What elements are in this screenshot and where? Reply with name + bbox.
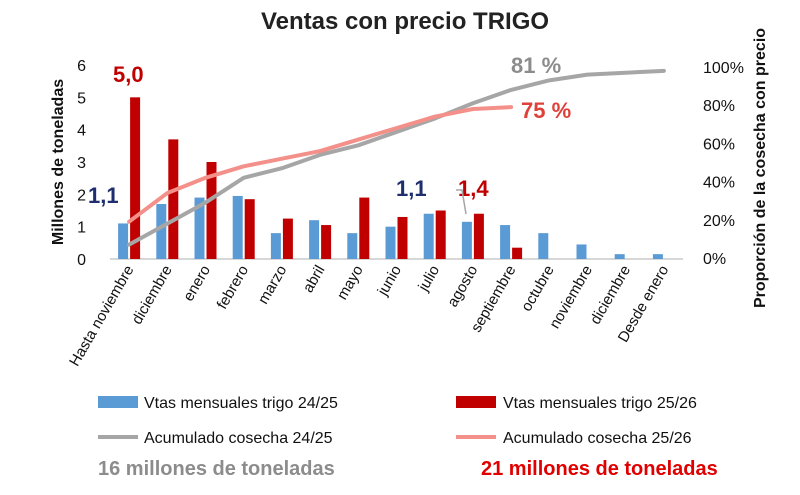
bar-2425 <box>423 213 434 259</box>
category-label: octubre <box>518 263 558 315</box>
bar-2425 <box>309 220 320 259</box>
footer-total-2526: 21 millones de toneladas <box>481 458 718 480</box>
bar-2425 <box>461 221 472 259</box>
category-label: enero <box>180 263 214 305</box>
right-axis-title: Proporción de la cosecha con precio <box>752 28 769 308</box>
y2-tick-label: 20% <box>703 213 735 230</box>
legend-label-line-2425: Acumulado cosecha 24/25 <box>144 430 333 447</box>
y-tick-label: 6 <box>77 58 86 75</box>
bar-2526 <box>168 139 179 259</box>
bar-2526 <box>359 197 370 259</box>
bar-2425 <box>347 233 358 259</box>
bar-2526 <box>512 247 523 259</box>
y-tick-label: 4 <box>77 123 86 140</box>
bar-2425 <box>232 195 243 259</box>
lines-group <box>127 68 666 247</box>
bar-2425 <box>500 225 511 259</box>
line-acumulado-2425 <box>127 68 666 247</box>
annotation-1-1-julio: 1,1 <box>396 176 427 201</box>
category-label: marzo <box>255 263 291 308</box>
category-label: junio <box>374 263 405 300</box>
line-acumulado-2526 <box>127 105 514 224</box>
y-tick-label: 0 <box>77 252 86 269</box>
annotation-75: 75 % <box>521 98 571 123</box>
y-tick-label: 2 <box>77 187 86 204</box>
bar-2425 <box>576 244 587 259</box>
bar-2526 <box>282 218 293 259</box>
bar-2526 <box>244 199 255 259</box>
bar-2425 <box>118 223 129 259</box>
bar-2425 <box>194 197 205 259</box>
y-tick-label: 3 <box>77 155 86 172</box>
footer-total-2425: 16 millones de toneladas <box>98 458 335 480</box>
bar-2425 <box>614 254 625 259</box>
category-label: agosto <box>444 263 481 311</box>
y2-tick-label: 60% <box>703 136 735 153</box>
y-tick-label: 5 <box>77 90 86 107</box>
category-label: mayo <box>334 263 367 303</box>
right-axis-ticks: 0% 20% 40% 60% 80% 100% <box>703 60 744 268</box>
legend-label-bar-2526: Vtas mensuales trigo 25/26 <box>503 395 697 412</box>
bar-2526 <box>473 213 484 259</box>
bar-2425 <box>270 233 281 259</box>
y2-tick-label: 40% <box>703 175 735 192</box>
bar-2425 <box>652 254 663 259</box>
legend-label-bar-2425: Vtas mensuales trigo 24/25 <box>144 395 338 412</box>
annotation-1-1-left: 1,1 <box>88 183 119 208</box>
category-label: Hasta noviembre <box>66 263 137 370</box>
legend: Vtas mensuales trigo 24/25 Vtas mensuale… <box>98 395 697 447</box>
chart-title: Ventas con precio TRIGO <box>261 8 549 35</box>
bar-2425 <box>385 226 396 259</box>
bar-2425 <box>156 204 167 259</box>
category-label: febrero <box>214 263 252 313</box>
bar-2526 <box>435 210 446 259</box>
legend-label-line-2526: Acumulado cosecha 25/26 <box>503 430 692 447</box>
left-axis-title: Millones de toneladas <box>50 79 67 245</box>
y-tick-label: 1 <box>77 220 86 237</box>
category-label: julio <box>415 263 444 295</box>
annotation-1-4-leader <box>456 189 467 215</box>
bars-group <box>118 97 663 259</box>
bar-2526 <box>130 97 141 259</box>
y2-tick-label: 100% <box>703 60 744 77</box>
y2-tick-label: 0% <box>703 251 726 268</box>
bar-2526 <box>397 216 408 259</box>
left-axis-ticks: 0 1 2 3 4 5 6 <box>77 58 86 269</box>
annotation-5-0: 5,0 <box>113 62 144 87</box>
bar-2526 <box>206 162 217 259</box>
bar-2526 <box>321 225 332 259</box>
bar-2425 <box>538 233 549 259</box>
y2-tick-label: 80% <box>703 98 735 115</box>
annotation-81: 81 % <box>511 53 561 78</box>
legend-swatch-bar-2425 <box>98 396 138 408</box>
category-label: abril <box>300 263 329 296</box>
legend-swatch-bar-2526 <box>456 396 496 408</box>
